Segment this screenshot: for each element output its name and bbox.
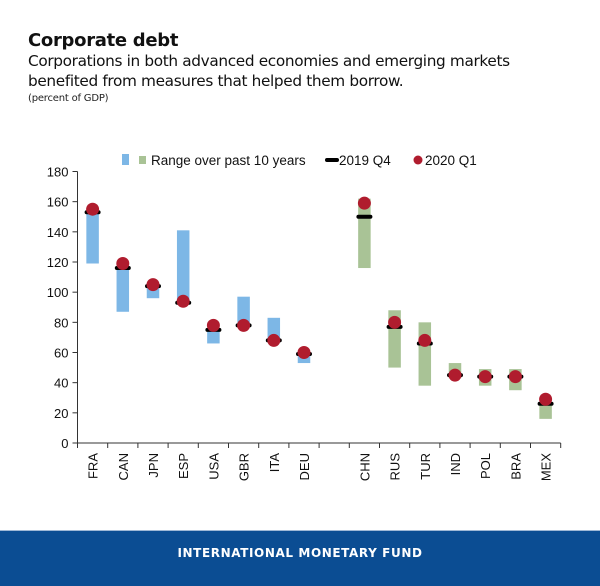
x-tick-label-usa: USA (206, 453, 221, 480)
footer-org-name: INTERNATIONAL MONETARY FUND (177, 546, 423, 560)
y-tick-label: 160 (47, 195, 69, 210)
range-bar-usa (207, 329, 220, 344)
y-tick-label: 100 (47, 285, 69, 300)
y-tick-label: 180 (47, 165, 69, 180)
dot-2020-q1-gbr (237, 318, 251, 332)
dot-2020-q1-esp (176, 294, 190, 308)
range-bar-can (116, 269, 130, 312)
dot-2020-q1-usa (206, 318, 220, 332)
range-bar-tur (418, 322, 432, 386)
dot-2020-q1-bra (508, 370, 522, 384)
y-tick-label: 20 (54, 406, 68, 421)
x-tick-label-bra: BRA (508, 453, 523, 480)
x-tick-label-pol: POL (478, 453, 493, 479)
dot-2020-q1-rus (388, 315, 402, 329)
axes: 0 20 40 60 80 100 120 140 160 180 FRA CAN JPN ESP USA G… (47, 165, 562, 482)
dot-2020-q1-chn (357, 196, 371, 210)
chart-title: Corporate debt (28, 30, 179, 51)
dot-2020-q1-can (116, 257, 130, 271)
x-tick-label-rus: RUS (388, 453, 403, 481)
y-tick-label: 0 (61, 436, 68, 451)
dot-2020-q1-ita (267, 333, 281, 347)
dot-2020-q1-ind (448, 368, 462, 382)
x-tick-label-gbr: GBR (237, 453, 252, 481)
chart-header: Corporate debt Corporations in both adva… (28, 30, 588, 107)
dot-2020-q1-mex (539, 392, 553, 406)
y-tick-label: 60 (54, 346, 68, 361)
marker-2019-q4-chn (356, 214, 373, 219)
range-bar-fra (86, 212, 99, 264)
x-tick-label-ita: ITA (267, 453, 282, 473)
x-tick-label-jpn: JPN (146, 453, 161, 478)
y-tick-label: 120 (47, 255, 69, 270)
dot-2020-q1-tur (418, 333, 432, 347)
range-bar-esp (176, 230, 190, 303)
footer-banner: INTERNATIONAL MONETARY FUND (0, 530, 600, 586)
chart-marks (84, 196, 554, 419)
corporate-debt-chart: Range over past 10 years 2019 Q4 2020 Q1… (47, 153, 562, 482)
x-tick-label-tur: TUR (418, 453, 433, 480)
legend-swatch-advanced-range (122, 154, 129, 165)
y-tick-label: 140 (47, 225, 69, 240)
x-tick-label-deu: DEU (297, 453, 312, 480)
dot-2020-q1-fra (86, 202, 100, 216)
chart-unit-label: (percent of GDP) (28, 93, 109, 104)
x-tick-label-fra: FRA (86, 453, 101, 479)
dot-2020-q1-pol (478, 370, 492, 384)
dot-2020-q1-deu (297, 346, 311, 359)
legend-marker-2020-q1 (413, 155, 423, 165)
legend-swatch-emerging-range (139, 156, 146, 164)
chart-subtitle-line-1: Corporations in both advanced economies … (28, 52, 510, 70)
x-tick-label-esp: ESP (176, 453, 191, 479)
dot-2020-q1-jpn (146, 278, 160, 292)
legend-label-range: Range over past 10 years (151, 153, 306, 168)
chart-subtitle-line-2: benefited from measures that helped them… (28, 72, 404, 90)
y-tick-label: 40 (54, 376, 68, 391)
x-tick-label-chn: CHN (357, 453, 372, 481)
y-tick-label: 80 (54, 315, 68, 330)
legend-marker-2019-q4 (325, 158, 339, 162)
legend-label-2019-q4: 2019 Q4 (339, 153, 391, 168)
range-bar-mex (539, 403, 552, 419)
legend-label-2020-q1: 2020 Q1 (425, 153, 477, 168)
legend: Range over past 10 years 2019 Q4 2020 Q1 (122, 153, 477, 168)
x-tick-label-ind: IND (448, 453, 463, 475)
x-tick-label-mex: MEX (539, 453, 554, 482)
x-tick-label-can: CAN (116, 453, 131, 480)
range-bar-gbr (237, 296, 250, 326)
